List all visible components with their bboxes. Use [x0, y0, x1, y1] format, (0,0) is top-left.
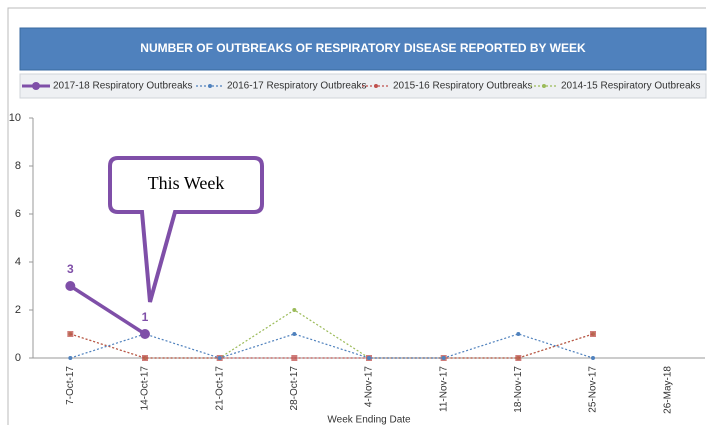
x-tick-label: 28-Oct-17	[289, 366, 300, 411]
legend-label: 2015-16 Respiratory Outbreaks	[393, 81, 533, 92]
point	[67, 331, 74, 337]
point	[441, 356, 446, 360]
data-label: 1	[142, 310, 149, 324]
point	[516, 332, 521, 336]
callout-text: This Week	[148, 173, 225, 193]
point	[515, 355, 522, 361]
point	[590, 331, 596, 337]
chart-frame	[7, 7, 706, 425]
y-tick-label: 8	[15, 160, 21, 172]
legend-item: 2015-16 Respiratory Outbreaks	[362, 81, 533, 92]
legend-label: 2017-18 Respiratory Outbreaks	[53, 81, 193, 92]
x-tick-label: 18-Nov-17	[513, 366, 524, 413]
point	[142, 355, 148, 361]
point	[140, 329, 150, 339]
x-tick-label: 25-Nov-17	[588, 366, 599, 413]
y-tick-label: 2	[15, 304, 21, 316]
legend-item: 2017-18 Respiratory Outbreaks	[22, 81, 193, 92]
point	[591, 356, 595, 360]
legend-label: 2016-17 Respiratory Outbreaks	[227, 81, 367, 92]
x-tick-label: 14-Oct-17	[140, 366, 151, 411]
chart-title: NUMBER OF OUTBREAKS OF RESPIRATORY DISEA…	[140, 41, 586, 55]
point	[217, 356, 222, 360]
legend-label: 2014-15 Respiratory Outbreaks	[561, 81, 701, 92]
title-banner	[19, 27, 707, 71]
x-tick-label: 4-Nov-17	[364, 366, 375, 408]
callout-shape	[108, 156, 264, 303]
y-tick-label: 6	[15, 208, 21, 220]
x-tick-label: 7-Oct-17	[65, 366, 76, 405]
point	[367, 356, 371, 360]
legend-marker	[32, 82, 40, 90]
legend-marker	[374, 84, 378, 88]
legend-item: 2016-17 Respiratory Outbreaks	[196, 81, 367, 92]
point	[291, 355, 298, 361]
x-tick-label: 26-May-18	[662, 366, 673, 414]
series-line	[70, 333, 594, 359]
legend-marker	[208, 84, 212, 88]
legend-marker	[542, 84, 546, 88]
point	[68, 356, 73, 360]
y-tick-label: 4	[15, 256, 21, 268]
point	[292, 332, 297, 336]
x-tick-label: 11-Nov-17	[438, 366, 449, 412]
series-line	[69, 284, 146, 336]
x-tick-label: 21-Oct-17	[214, 366, 225, 411]
point	[292, 308, 297, 312]
y-tick-label: 0	[15, 352, 21, 364]
point	[65, 281, 76, 291]
series-line	[70, 333, 594, 359]
callout: This Week	[108, 156, 264, 303]
x-axis-title: Week Ending Date	[327, 415, 411, 425]
data-label: 3	[67, 262, 74, 276]
legend-item: 2014-15 Respiratory Outbreaks	[530, 81, 701, 92]
y-tick-label: 10	[9, 112, 21, 124]
